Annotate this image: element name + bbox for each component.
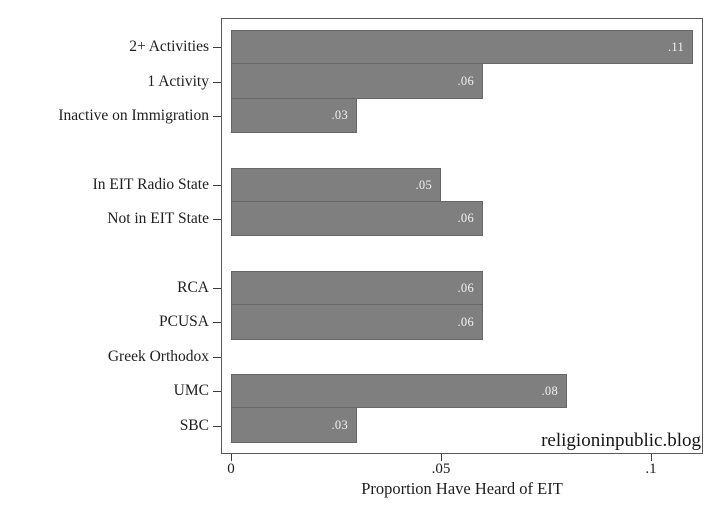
bar: .11: [231, 30, 693, 64]
category-label: UMC: [173, 382, 209, 399]
watermark-text: religioninpublic.blog: [541, 430, 701, 451]
category-label: In EIT Radio State: [92, 176, 209, 193]
bar: .06: [231, 304, 483, 340]
bar-value-label: .11: [667, 39, 684, 54]
bar: .06: [231, 201, 483, 236]
bar-value-label: .08: [541, 383, 558, 398]
category-tick: [213, 288, 221, 289]
bar-value-label: .03: [331, 108, 348, 122]
category-tick: [213, 426, 221, 427]
category-label: PCUSA: [159, 313, 209, 330]
bar-value-label: .06: [457, 280, 474, 295]
category-label: Inactive on Immigration: [58, 107, 209, 124]
bar-value-label: .06: [457, 211, 474, 225]
category-tick: [213, 185, 221, 186]
category-label: RCA: [177, 279, 209, 296]
category-tick: [213, 219, 221, 220]
bar-value-label: .06: [457, 73, 474, 88]
x-axis-tick-label: .05: [431, 461, 451, 477]
bar-value-label: .06: [457, 314, 474, 329]
bar-value-label: .05: [415, 177, 432, 192]
x-axis-tick: [231, 454, 232, 461]
x-axis-tick: [651, 454, 652, 461]
category-label: Not in EIT State: [107, 210, 209, 227]
category-tick: [213, 82, 221, 83]
bar: .05: [231, 168, 441, 202]
bar: .06: [231, 271, 483, 305]
x-axis-tick-label: .1: [645, 461, 657, 477]
x-axis-tick: [441, 454, 442, 461]
category-tick: [213, 47, 221, 48]
category-tick: [213, 116, 221, 117]
category-label: SBC: [179, 417, 209, 434]
bar-value-label: .03: [331, 417, 348, 432]
x-axis-tick-label: 0: [227, 461, 235, 477]
bar: .03: [231, 98, 357, 133]
category-tick: [213, 391, 221, 392]
x-axis-title: Proportion Have Heard of EIT: [361, 479, 563, 498]
category-tick: [213, 357, 221, 358]
category-label: 1 Activity: [147, 73, 209, 90]
bar: .03: [231, 407, 357, 443]
category-label: Greek Orthodox: [107, 348, 209, 365]
bar: .08: [231, 374, 567, 408]
bar: .06: [231, 63, 483, 99]
category-label: 2+ Activities: [129, 38, 209, 55]
category-tick: [213, 322, 221, 323]
